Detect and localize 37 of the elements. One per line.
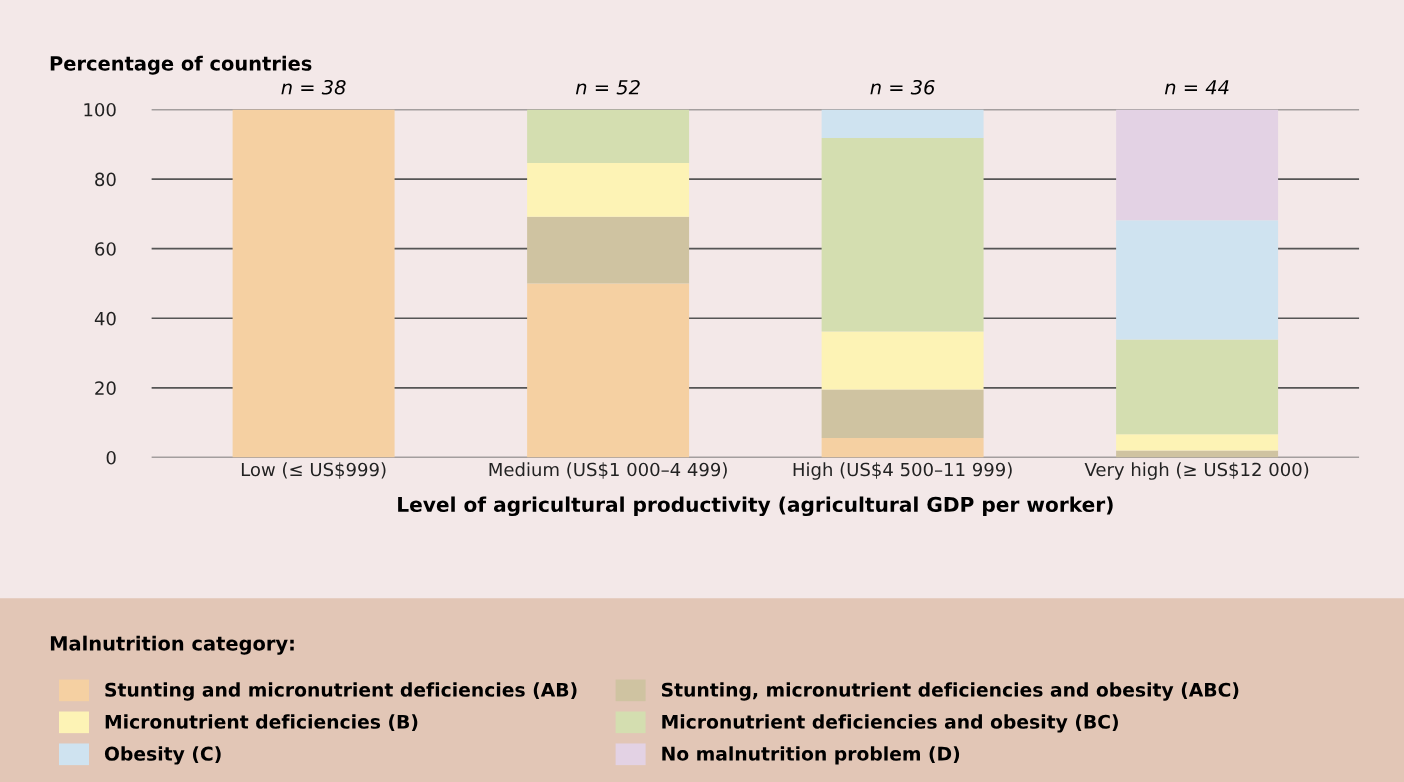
legend-label: Stunting, micronutrient deficiencies and obesity (ABC)	[661, 682, 1239, 701]
legend-label: Micronutrient deficiencies and obesity (BC)	[662, 714, 1118, 733]
bar	[821, 331, 984, 390]
legend-label: Obesity (C)	[104, 746, 221, 765]
y-tick-label: 100	[84, 102, 116, 117]
annotation: n = 38	[281, 79, 346, 95]
y-tick-label: 80	[95, 172, 116, 187]
bar	[821, 109, 984, 139]
y-tick-label: 60	[95, 242, 116, 256]
bar	[1116, 109, 1279, 221]
x-tick-label: High (US$4 500–11 999)	[793, 462, 1012, 480]
legend-title: Malnutrition category:	[50, 635, 294, 655]
bar	[821, 437, 984, 458]
bar	[527, 109, 690, 164]
bar	[1116, 220, 1279, 340]
bar	[527, 216, 690, 284]
y-tick-label: 0	[106, 450, 116, 465]
legend-label: No malnutrition problem (D)	[662, 746, 960, 765]
legend-label: Micronutrient deficiencies (B)	[105, 714, 418, 732]
bar	[1116, 434, 1279, 451]
y-tick-label: 20	[95, 381, 116, 395]
bar	[821, 389, 984, 438]
annotation: n = 52	[575, 79, 640, 95]
annotation: n = 36	[870, 79, 935, 95]
x-tick-label: Low (≤ US$999)	[241, 462, 386, 479]
x-tick-label: Very high (≥ US$12 000)	[1084, 462, 1309, 480]
bar	[821, 138, 984, 332]
legend-label: Stunting and micronutrient deficiencies (AB)	[105, 682, 577, 701]
bar	[1116, 339, 1279, 435]
y-tick-label: 40	[94, 311, 116, 326]
x-axis-title: Level of agricultural productivity (agricultural GDP per worker)	[398, 496, 1113, 517]
bar	[232, 109, 395, 458]
annotation: n = 44	[1164, 80, 1229, 95]
y-axis-title: Percentage of countries	[50, 55, 312, 75]
bar	[527, 163, 690, 217]
bar	[527, 283, 690, 458]
x-tick-label: Medium (US$1 000–4 499)	[489, 462, 727, 479]
